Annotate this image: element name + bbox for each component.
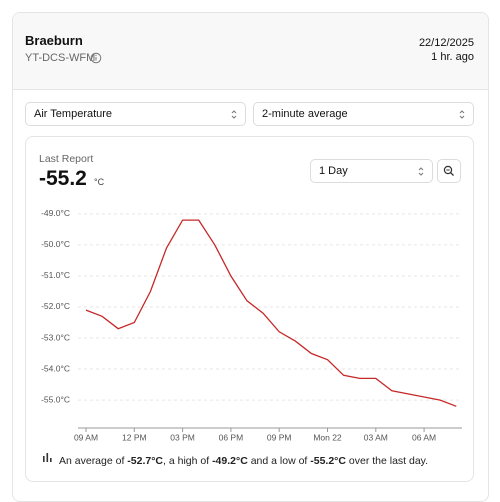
zoom-icon bbox=[443, 165, 454, 176]
averaging-select[interactable]: 2-minute average bbox=[253, 102, 474, 126]
summary-text: and a low of bbox=[247, 455, 311, 467]
parameter-select[interactable]: Air Temperature bbox=[25, 102, 246, 126]
last-report-value: -55.2 bbox=[39, 167, 87, 190]
report-age: 1 hr. ago bbox=[431, 51, 474, 63]
chart-card bbox=[25, 136, 474, 482]
summary-text: over the last day. bbox=[345, 455, 429, 467]
stats-icon bbox=[43, 453, 52, 462]
summary-text: , a high of bbox=[163, 455, 213, 467]
summary-low: -55.2°C bbox=[310, 455, 346, 467]
summary-average: -52.7°C bbox=[127, 455, 164, 467]
select-text: Air Temperature bbox=[34, 108, 113, 120]
station-header bbox=[13, 13, 488, 90]
station-id: YT-DCS-WFM bbox=[25, 52, 96, 64]
select-text: 1 Day bbox=[319, 165, 348, 177]
chevron bbox=[459, 110, 465, 119]
report-date: 22/12/2025 bbox=[418, 37, 474, 49]
info-icon[interactable] bbox=[90, 52, 102, 64]
summary-text: An average of bbox=[59, 455, 128, 467]
chevron bbox=[418, 167, 424, 176]
last-report-unit: °C bbox=[94, 177, 105, 187]
select-text: 2-minute average bbox=[262, 108, 348, 120]
chevron bbox=[231, 110, 237, 119]
summary: An average of -52.7°C, a high of -49.2°C… bbox=[59, 455, 428, 467]
summary-high: -49.2°C bbox=[212, 455, 248, 467]
zoom-button[interactable] bbox=[437, 159, 461, 183]
range-select[interactable]: 1 Day bbox=[310, 159, 433, 183]
station-name: Braeburn bbox=[25, 33, 83, 48]
last-report-label: Last Report bbox=[39, 153, 94, 165]
